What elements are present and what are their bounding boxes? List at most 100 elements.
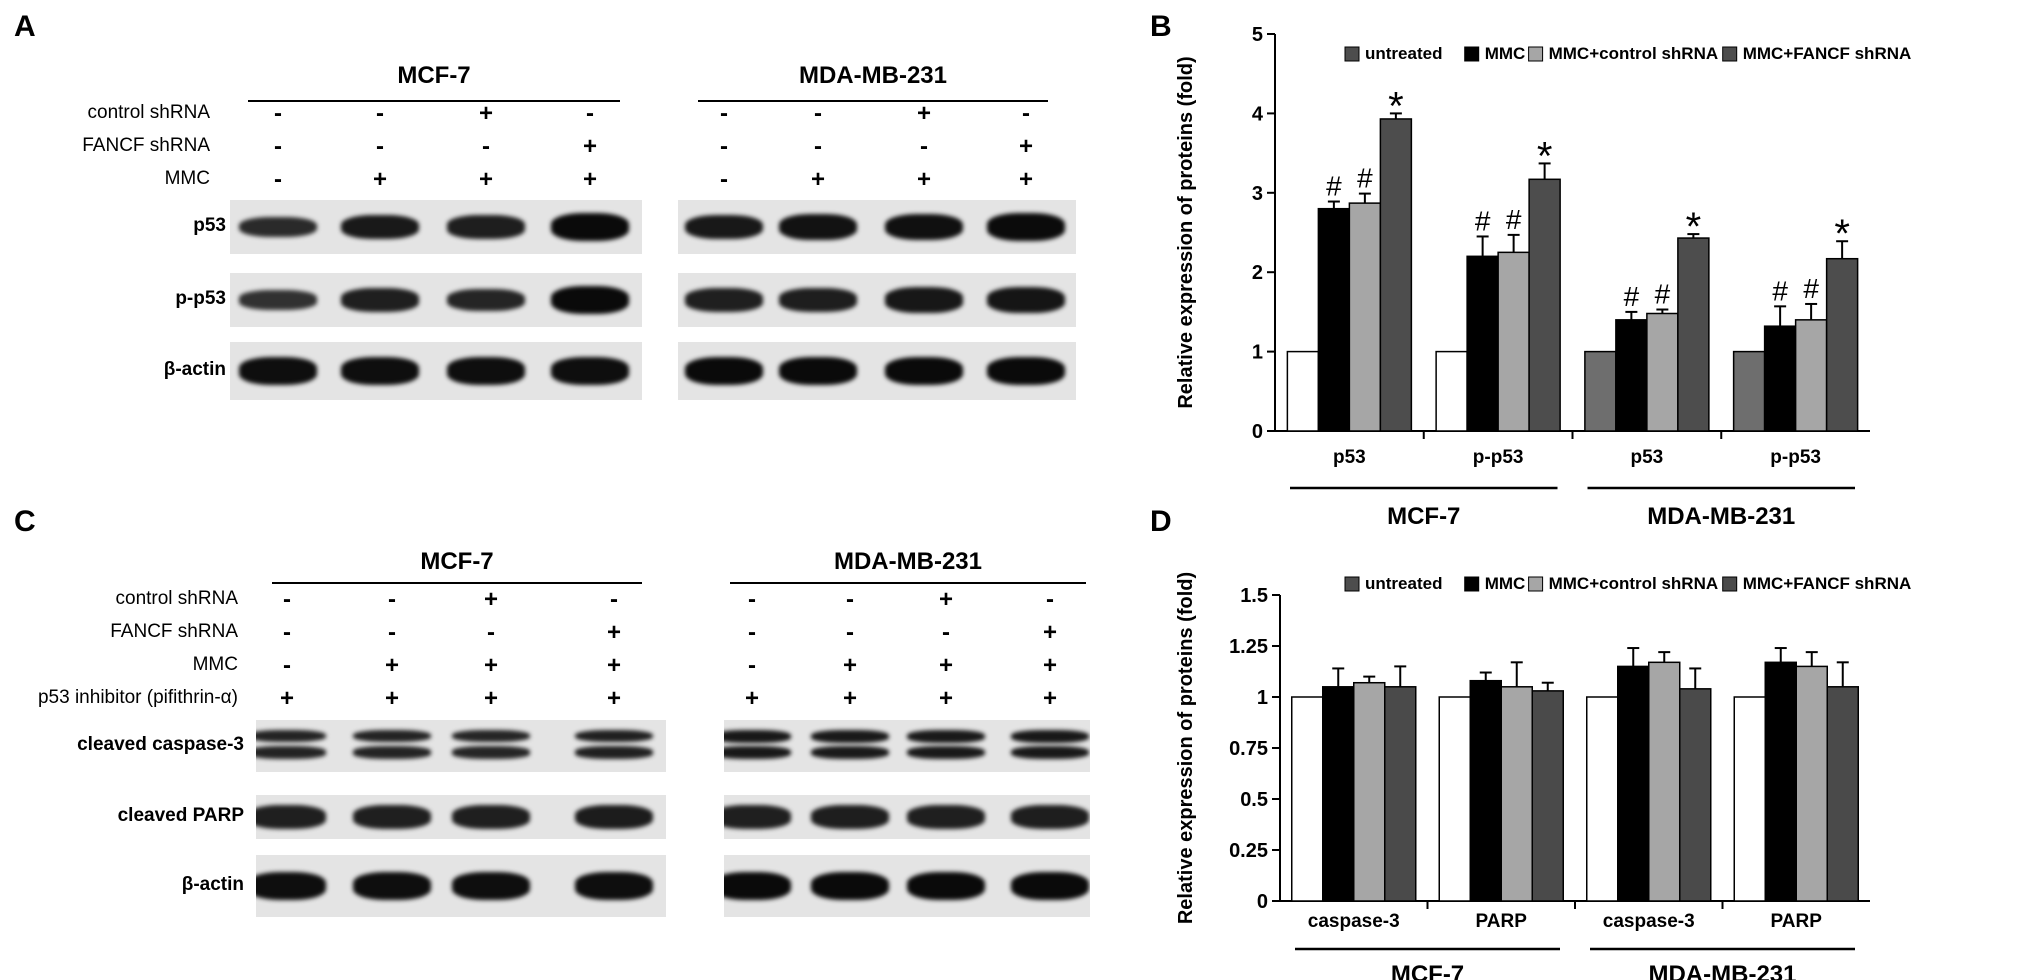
panelA-band-2-1-1: [779, 357, 857, 385]
panelA-sign-0-0-2: +: [478, 100, 493, 127]
panelA-sign-2-1-0: -: [720, 166, 728, 193]
bar-D-2-1: [1617, 665, 1650, 902]
panelC-band-1-0-2: [452, 805, 530, 829]
significance-marker-B-0-1: #: [1326, 171, 1342, 202]
bar-D-1-2: [1500, 686, 1533, 902]
x-category-label-D-0: caspase-3: [1308, 911, 1400, 932]
panelC-band-0-1-1-1: [811, 746, 889, 760]
panelC-band-0-1-2-1: [907, 746, 985, 760]
panelA-sign-0-0-3: -: [586, 100, 594, 127]
legend-swatch-B-0: [1344, 46, 1360, 62]
panelC-band-0-0-2-0: [452, 729, 530, 743]
panelA-band-0-1-0: [685, 214, 763, 240]
group-label-B-1: MDA-MB-231: [1647, 503, 1795, 530]
panelC-band-0-1-0-0: [724, 729, 791, 743]
bar-D-2-2: [1648, 661, 1681, 902]
bar-D-3-0: [1733, 696, 1766, 902]
panelA-band-0-1-2: [885, 213, 963, 241]
panelA-blot-strip-0-1: [678, 200, 1076, 254]
bar-B-1-0: [1435, 350, 1468, 432]
y-tick-label-D-1: 0.25: [1229, 840, 1268, 862]
panelA-band-2-1-2: [885, 357, 963, 385]
x-category-label-B-3: p-p53: [1770, 447, 1821, 468]
panelA-sign-1-0-1: -: [376, 133, 384, 160]
panelA-band-1-1-1: [779, 288, 857, 312]
panelC-sign-3-1-2: +: [938, 685, 953, 712]
panelC-sign-2-0-0: -: [283, 652, 291, 679]
panelA-band-1-0-0: [239, 290, 317, 310]
panelA-band-2-0-2: [447, 357, 525, 385]
bar-B-0-2: [1348, 202, 1382, 432]
panelC-blot-strip-2-1: [724, 855, 1090, 917]
panelA-sign-2-0-1: +: [372, 166, 387, 193]
panelA-blot-strip-2-0: [230, 342, 642, 400]
bar-B-2-3: [1677, 237, 1710, 432]
significance-marker-B-1-2: #: [1506, 204, 1522, 235]
bar-B-1-3: [1528, 178, 1561, 432]
bar-D-3-1: [1764, 661, 1797, 902]
panelC-blot-label-2: β-actin: [181, 874, 244, 895]
bar-B-3-3: [1825, 257, 1859, 432]
panelC-sign-3-0-2: +: [483, 685, 498, 712]
x-category-label-D-1: PARP: [1476, 911, 1528, 932]
panel-c-letter: C: [14, 505, 36, 538]
bar-B-3-0: [1732, 350, 1766, 432]
panelA-group-title-1: MDA-MB-231: [798, 62, 947, 89]
legend-swatch-B-3: [1722, 46, 1738, 62]
panelC-band-2-1-1: [811, 872, 889, 900]
panelC-sign-2-0-2: +: [483, 652, 498, 679]
panelA-blot-label-2: β-actin: [163, 359, 226, 380]
panelA-sign-2-0-3: +: [582, 166, 597, 193]
panelA-band-1-0-3: [551, 286, 629, 314]
panelC-blot-label-0: cleaved caspase-3: [77, 734, 244, 755]
bar-D-0-2: [1353, 681, 1386, 902]
panelC-sign-1-1-0: -: [748, 619, 756, 646]
bar-B-1-1: [1466, 255, 1499, 432]
panelA-blot-strip-0-0: [230, 200, 642, 254]
bar-B-1-2: [1497, 251, 1530, 432]
panelC-blot-strip-2-0: [256, 855, 666, 917]
panelA-sign-1-1-1: -: [814, 133, 822, 160]
panelC-sign-0-0-1: -: [388, 586, 396, 613]
legend-label-B-1: MMC: [1485, 44, 1526, 63]
panel-d-letter: D: [1150, 505, 1172, 538]
legend-swatch-D-3: [1722, 576, 1738, 592]
panelA-sign-1-1-3: +: [1018, 133, 1033, 160]
significance-marker-B-1-1: #: [1475, 205, 1491, 236]
panelC-band-2-0-1: [353, 872, 431, 900]
panelA-band-1-1-2: [885, 287, 963, 313]
legend-swatch-D-1: [1464, 576, 1480, 592]
panelA-sign-2-0-0: -: [274, 166, 282, 193]
panelC-sign-2-1-1: +: [842, 652, 857, 679]
panelC-band-1-1-1: [811, 805, 889, 829]
panelC-band-1-0-3: [575, 805, 653, 829]
panelC-band-1-1-2: [907, 805, 985, 829]
bar-D-0-1: [1322, 686, 1355, 902]
panelC-band-0-0-0-1: [256, 746, 326, 759]
significance-marker-B-0-2: #: [1357, 163, 1373, 194]
panelA-band-0-0-0: [239, 216, 317, 238]
y-tick-label-B-4: 4: [1252, 103, 1264, 125]
panelA-band-1-0-2: [447, 289, 525, 311]
panelC-condition-label-3: p53 inhibitor (pifithrin-α): [37, 687, 238, 708]
panelA-sign-2-0-2: +: [478, 166, 493, 193]
y-tick-label-D-3: 0.75: [1229, 738, 1268, 760]
legend-label-D-0: untreated: [1365, 574, 1442, 593]
panelA-band-0-1-3: [987, 213, 1065, 241]
panelC-sign-1-0-3: +: [606, 619, 621, 646]
group-label-D-1: MDA-MB-231: [1648, 961, 1796, 980]
panelC-band-1-0-0: [256, 805, 326, 829]
panelC-group-rule-1: [730, 582, 1086, 584]
panelC-blot-strip-0-1: [724, 720, 1090, 772]
panelA-blot-label-0: p53: [193, 215, 226, 236]
panelA-sign-0-0-0: -: [274, 100, 282, 127]
y-tick-label-B-5: 5: [1252, 24, 1263, 46]
significance-marker-B-2-2: #: [1655, 279, 1671, 310]
panelA-group-rule-1: [698, 100, 1048, 102]
panelA-sign-0-0-1: -: [376, 100, 384, 127]
significance-marker-B-2-3: *: [1686, 205, 1702, 249]
bar-D-0-0: [1291, 696, 1324, 902]
significance-marker-B-3-2: #: [1803, 273, 1819, 304]
legend-swatch-D-2: [1528, 576, 1544, 592]
bar-B-0-3: [1379, 118, 1413, 432]
